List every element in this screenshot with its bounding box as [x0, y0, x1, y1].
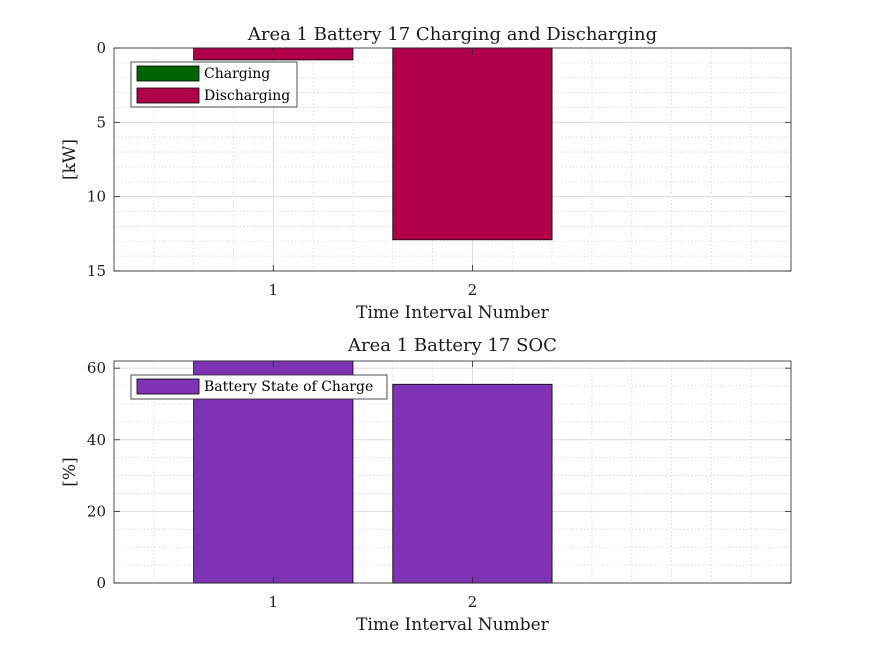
- x-tick-label: 2: [468, 593, 478, 611]
- x-tick-label: 1: [269, 593, 279, 611]
- bar-battery-state-of-charge-2: [392, 383, 553, 584]
- axes-box: [113, 360, 792, 584]
- chart-title: Area 1 Battery 17 Charging and Dischargi…: [247, 24, 657, 45]
- y-tick-label: 20: [87, 502, 106, 520]
- legend-label: Charging: [204, 66, 270, 82]
- legend: Charging Discharging: [130, 61, 298, 108]
- legend-swatch: [136, 378, 200, 395]
- x-axis-label: Time Interval Number: [356, 303, 550, 323]
- legend-swatch: [136, 87, 200, 104]
- x-tick-label: 1: [269, 281, 279, 299]
- y-tick-label: 0: [96, 574, 106, 592]
- chart-2: 0 20 40 60 1 2 Area 1 Battery 17 SOC Time Inter…: [60, 335, 792, 635]
- legend: Battery State of Charge: [130, 374, 388, 400]
- y-tick-label: 0: [96, 39, 106, 57]
- x-tick-label: 2: [468, 281, 478, 299]
- y-axis-label: [%]: [60, 457, 80, 486]
- axes-box: [113, 47, 792, 272]
- y-tick-label: 60: [87, 359, 106, 377]
- y-tick-label: 5: [96, 113, 106, 131]
- legend-swatch: [136, 65, 200, 82]
- y-tick-label: 15: [87, 262, 106, 280]
- bar-discharging-2: [392, 47, 553, 241]
- legend-label: Discharging: [204, 88, 290, 104]
- chart-title: Area 1 Battery 17 SOC: [347, 335, 557, 356]
- y-tick-label: 40: [87, 431, 106, 449]
- y-axis-label: [kW]: [60, 139, 80, 180]
- chart-1: 0 5 10 15 1 2 Area 1 Battery 17 Charging and D…: [60, 24, 792, 323]
- y-tick-label: 10: [87, 188, 106, 206]
- x-axis-label: Time Interval Number: [356, 615, 550, 635]
- legend-label: Battery State of Charge: [204, 379, 373, 395]
